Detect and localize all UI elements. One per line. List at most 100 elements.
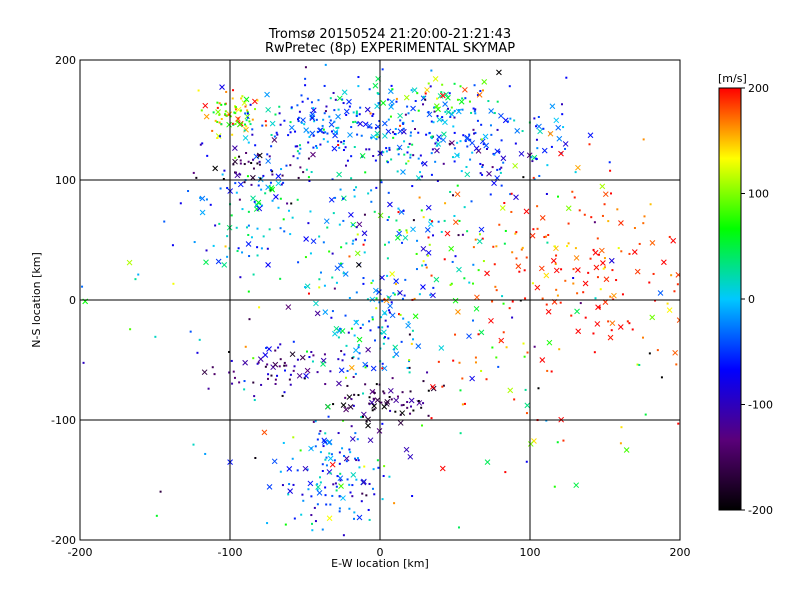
data-point-cross <box>361 230 368 237</box>
data-point-dot <box>307 176 310 179</box>
data-point-dot <box>243 380 246 383</box>
data-point-dot <box>313 120 316 123</box>
data-point-dot <box>302 499 305 502</box>
data-point-dot <box>452 125 455 128</box>
data-point-dot <box>234 182 237 185</box>
data-point-dot <box>409 412 412 415</box>
data-point-dot <box>380 332 383 335</box>
data-point-dot <box>498 150 501 153</box>
data-point-dot <box>365 148 368 151</box>
data-point-dot <box>436 179 439 182</box>
data-point-cross <box>242 135 249 141</box>
data-point-dot <box>244 105 247 108</box>
data-point-dot <box>459 432 462 435</box>
data-point-dot <box>463 402 466 405</box>
data-point-dot <box>338 495 341 498</box>
data-point-dot <box>343 454 346 457</box>
data-point-dot <box>572 282 575 285</box>
data-point-dot <box>470 200 473 203</box>
data-point-cross <box>433 276 440 283</box>
data-point-dot <box>387 118 390 121</box>
data-point-dot <box>644 413 647 416</box>
data-point-dot <box>386 257 389 260</box>
data-point-dot <box>481 164 484 167</box>
data-point-dot <box>599 288 602 291</box>
data-point-dot <box>480 138 483 141</box>
data-point-dot <box>256 99 259 102</box>
data-point-cross <box>545 308 552 315</box>
data-point-cross <box>219 84 225 90</box>
data-point-dot <box>216 101 219 104</box>
data-point-cross <box>326 515 333 522</box>
data-point-dot <box>660 376 663 379</box>
data-point-cross <box>372 287 379 294</box>
data-point-dot <box>251 133 254 136</box>
data-point-dot <box>341 359 344 362</box>
data-point-dot <box>270 374 273 377</box>
data-point-dot <box>348 105 351 108</box>
data-point-dot <box>538 174 541 177</box>
data-point-dot <box>443 258 446 261</box>
data-point-cross <box>603 276 610 283</box>
data-point-dot <box>266 247 269 250</box>
data-point-dot <box>543 236 546 239</box>
data-point-dot <box>468 100 471 103</box>
data-point-cross <box>649 240 656 246</box>
data-point-dot <box>343 140 346 143</box>
data-point-cross <box>320 361 326 367</box>
data-point-dot <box>362 282 365 285</box>
data-point-cross <box>430 385 437 392</box>
data-point-cross <box>539 357 546 363</box>
data-point-dot <box>566 245 569 248</box>
data-point-dot <box>464 97 467 100</box>
data-point-dot <box>421 424 424 427</box>
data-point-dot <box>602 267 605 270</box>
data-point-cross <box>488 108 495 114</box>
data-point-dot <box>371 316 374 319</box>
data-point-dot <box>312 354 315 357</box>
data-point-dot <box>219 135 222 138</box>
data-point-cross <box>388 104 394 110</box>
data-point-dot <box>453 147 456 150</box>
data-point-dot <box>390 301 393 304</box>
data-point-dot <box>472 263 475 266</box>
data-point-cross <box>371 403 378 409</box>
data-point-dot <box>396 170 399 173</box>
data-point-dot <box>275 131 278 134</box>
data-point-dot <box>472 282 475 285</box>
data-point-dot <box>307 141 310 144</box>
data-point-dot <box>321 463 324 466</box>
data-point-dot <box>171 244 174 247</box>
data-point-cross <box>338 483 344 489</box>
data-point-dot <box>312 420 315 423</box>
data-point-dot <box>418 293 421 296</box>
data-point-dot <box>411 185 414 188</box>
data-point-dot <box>485 378 488 381</box>
data-point-dot <box>381 362 384 365</box>
data-point-dot <box>225 90 228 93</box>
data-point-dot <box>333 109 336 112</box>
data-point-dot <box>347 331 350 334</box>
data-point-dot <box>489 193 492 196</box>
data-point-dot <box>482 260 485 263</box>
data-point-dot <box>491 346 494 349</box>
data-point-cross <box>199 209 206 216</box>
data-point-dot <box>253 399 256 402</box>
data-point-dot <box>620 250 623 253</box>
data-point-dot <box>408 366 411 369</box>
data-point-dot <box>264 365 267 368</box>
data-point-dot <box>252 273 255 276</box>
data-point-dot <box>220 103 223 106</box>
data-point-dot <box>283 364 286 367</box>
data-point-dot <box>296 118 299 121</box>
data-point-dot <box>271 170 274 173</box>
data-point-dot <box>386 219 389 222</box>
data-point-cross <box>336 95 343 102</box>
data-point-dot <box>431 135 434 138</box>
data-point-dot <box>501 295 504 298</box>
data-point-dot <box>256 254 259 257</box>
data-point-dot <box>481 89 484 92</box>
data-point-dot <box>357 343 360 346</box>
data-point-dot <box>469 138 472 141</box>
data-point-dot <box>356 438 359 441</box>
